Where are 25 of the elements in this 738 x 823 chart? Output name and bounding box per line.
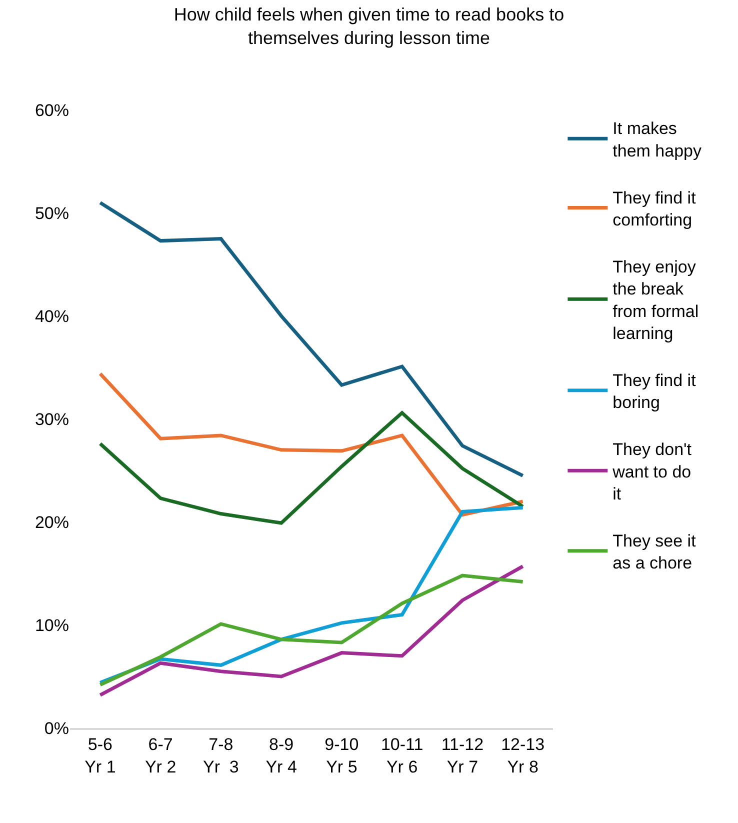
legend-label: They enjoy the break from formal learning <box>612 258 699 343</box>
line-series <box>98 411 525 525</box>
x-tick-label: 6-7 Yr 2 <box>144 735 176 776</box>
x-tick-label: 10-11 Yr 6 <box>380 735 424 776</box>
x-tick-label: 12-13 Yr 8 <box>501 735 545 776</box>
x-tick-label: 7-8 Yr 3 <box>202 735 239 776</box>
legend-label: They find it boring <box>612 370 696 412</box>
y-tick-label: 50% <box>34 204 69 223</box>
legend-label: They see it as a chore <box>612 531 696 573</box>
x-tick-label: 8-9 Yr 4 <box>266 735 297 776</box>
legend-label: They don't want to do it <box>612 440 692 504</box>
y-tick-label: 60% <box>34 100 69 120</box>
x-tick-label: 9-10 Yr 5 <box>324 735 359 776</box>
line-series <box>98 200 525 478</box>
x-tick-label: 11-12 Yr 7 <box>441 735 484 776</box>
legend-label: It makes them happy <box>612 119 702 160</box>
line-series <box>98 372 525 517</box>
y-tick-label: 40% <box>34 306 69 326</box>
y-tick-label: 20% <box>34 512 69 532</box>
y-tick-label: 10% <box>34 616 69 635</box>
x-tick-label: 5-6 Yr 1 <box>84 735 116 776</box>
legend-label: They find it comforting <box>612 188 696 230</box>
chart-title: How child feels when given time to read books to themselves during lesson time <box>174 4 564 48</box>
y-tick-label: 0% <box>44 718 69 738</box>
y-tick-label: 30% <box>34 410 69 429</box>
